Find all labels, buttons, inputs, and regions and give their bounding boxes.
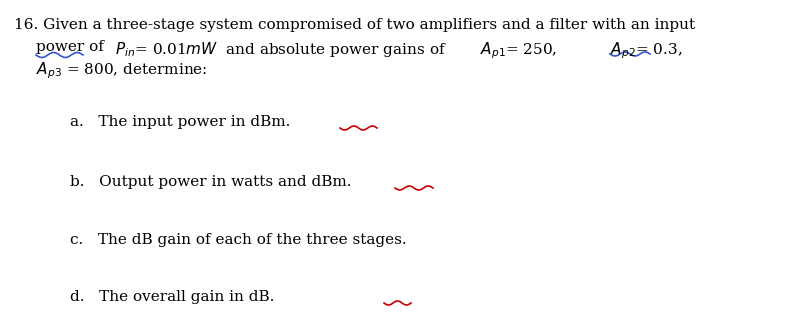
Text: a.   The input power in dBm.: a. The input power in dBm. xyxy=(70,115,291,129)
Text: $P_{in}$= 0.01$mW$  and absolute power gains of: $P_{in}$= 0.01$mW$ and absolute power ga… xyxy=(115,40,447,59)
Text: $A_{p3}$ = 800, determine:: $A_{p3}$ = 800, determine: xyxy=(36,60,208,81)
Text: b.   Output power in watts and dBm.: b. Output power in watts and dBm. xyxy=(70,175,352,189)
Text: power of: power of xyxy=(36,40,104,54)
Text: c.   The dB gain of each of the three stages.: c. The dB gain of each of the three stag… xyxy=(70,233,407,247)
Text: $A_{p1}$= 250,: $A_{p1}$= 250, xyxy=(480,40,557,61)
Text: 16. Given a three-stage system compromised of two amplifiers and a filter with a: 16. Given a three-stage system compromis… xyxy=(14,18,696,32)
Text: d.   The overall gain in dB.: d. The overall gain in dB. xyxy=(70,290,275,304)
Text: $A_{p2}$= 0.3,: $A_{p2}$= 0.3, xyxy=(610,40,683,61)
